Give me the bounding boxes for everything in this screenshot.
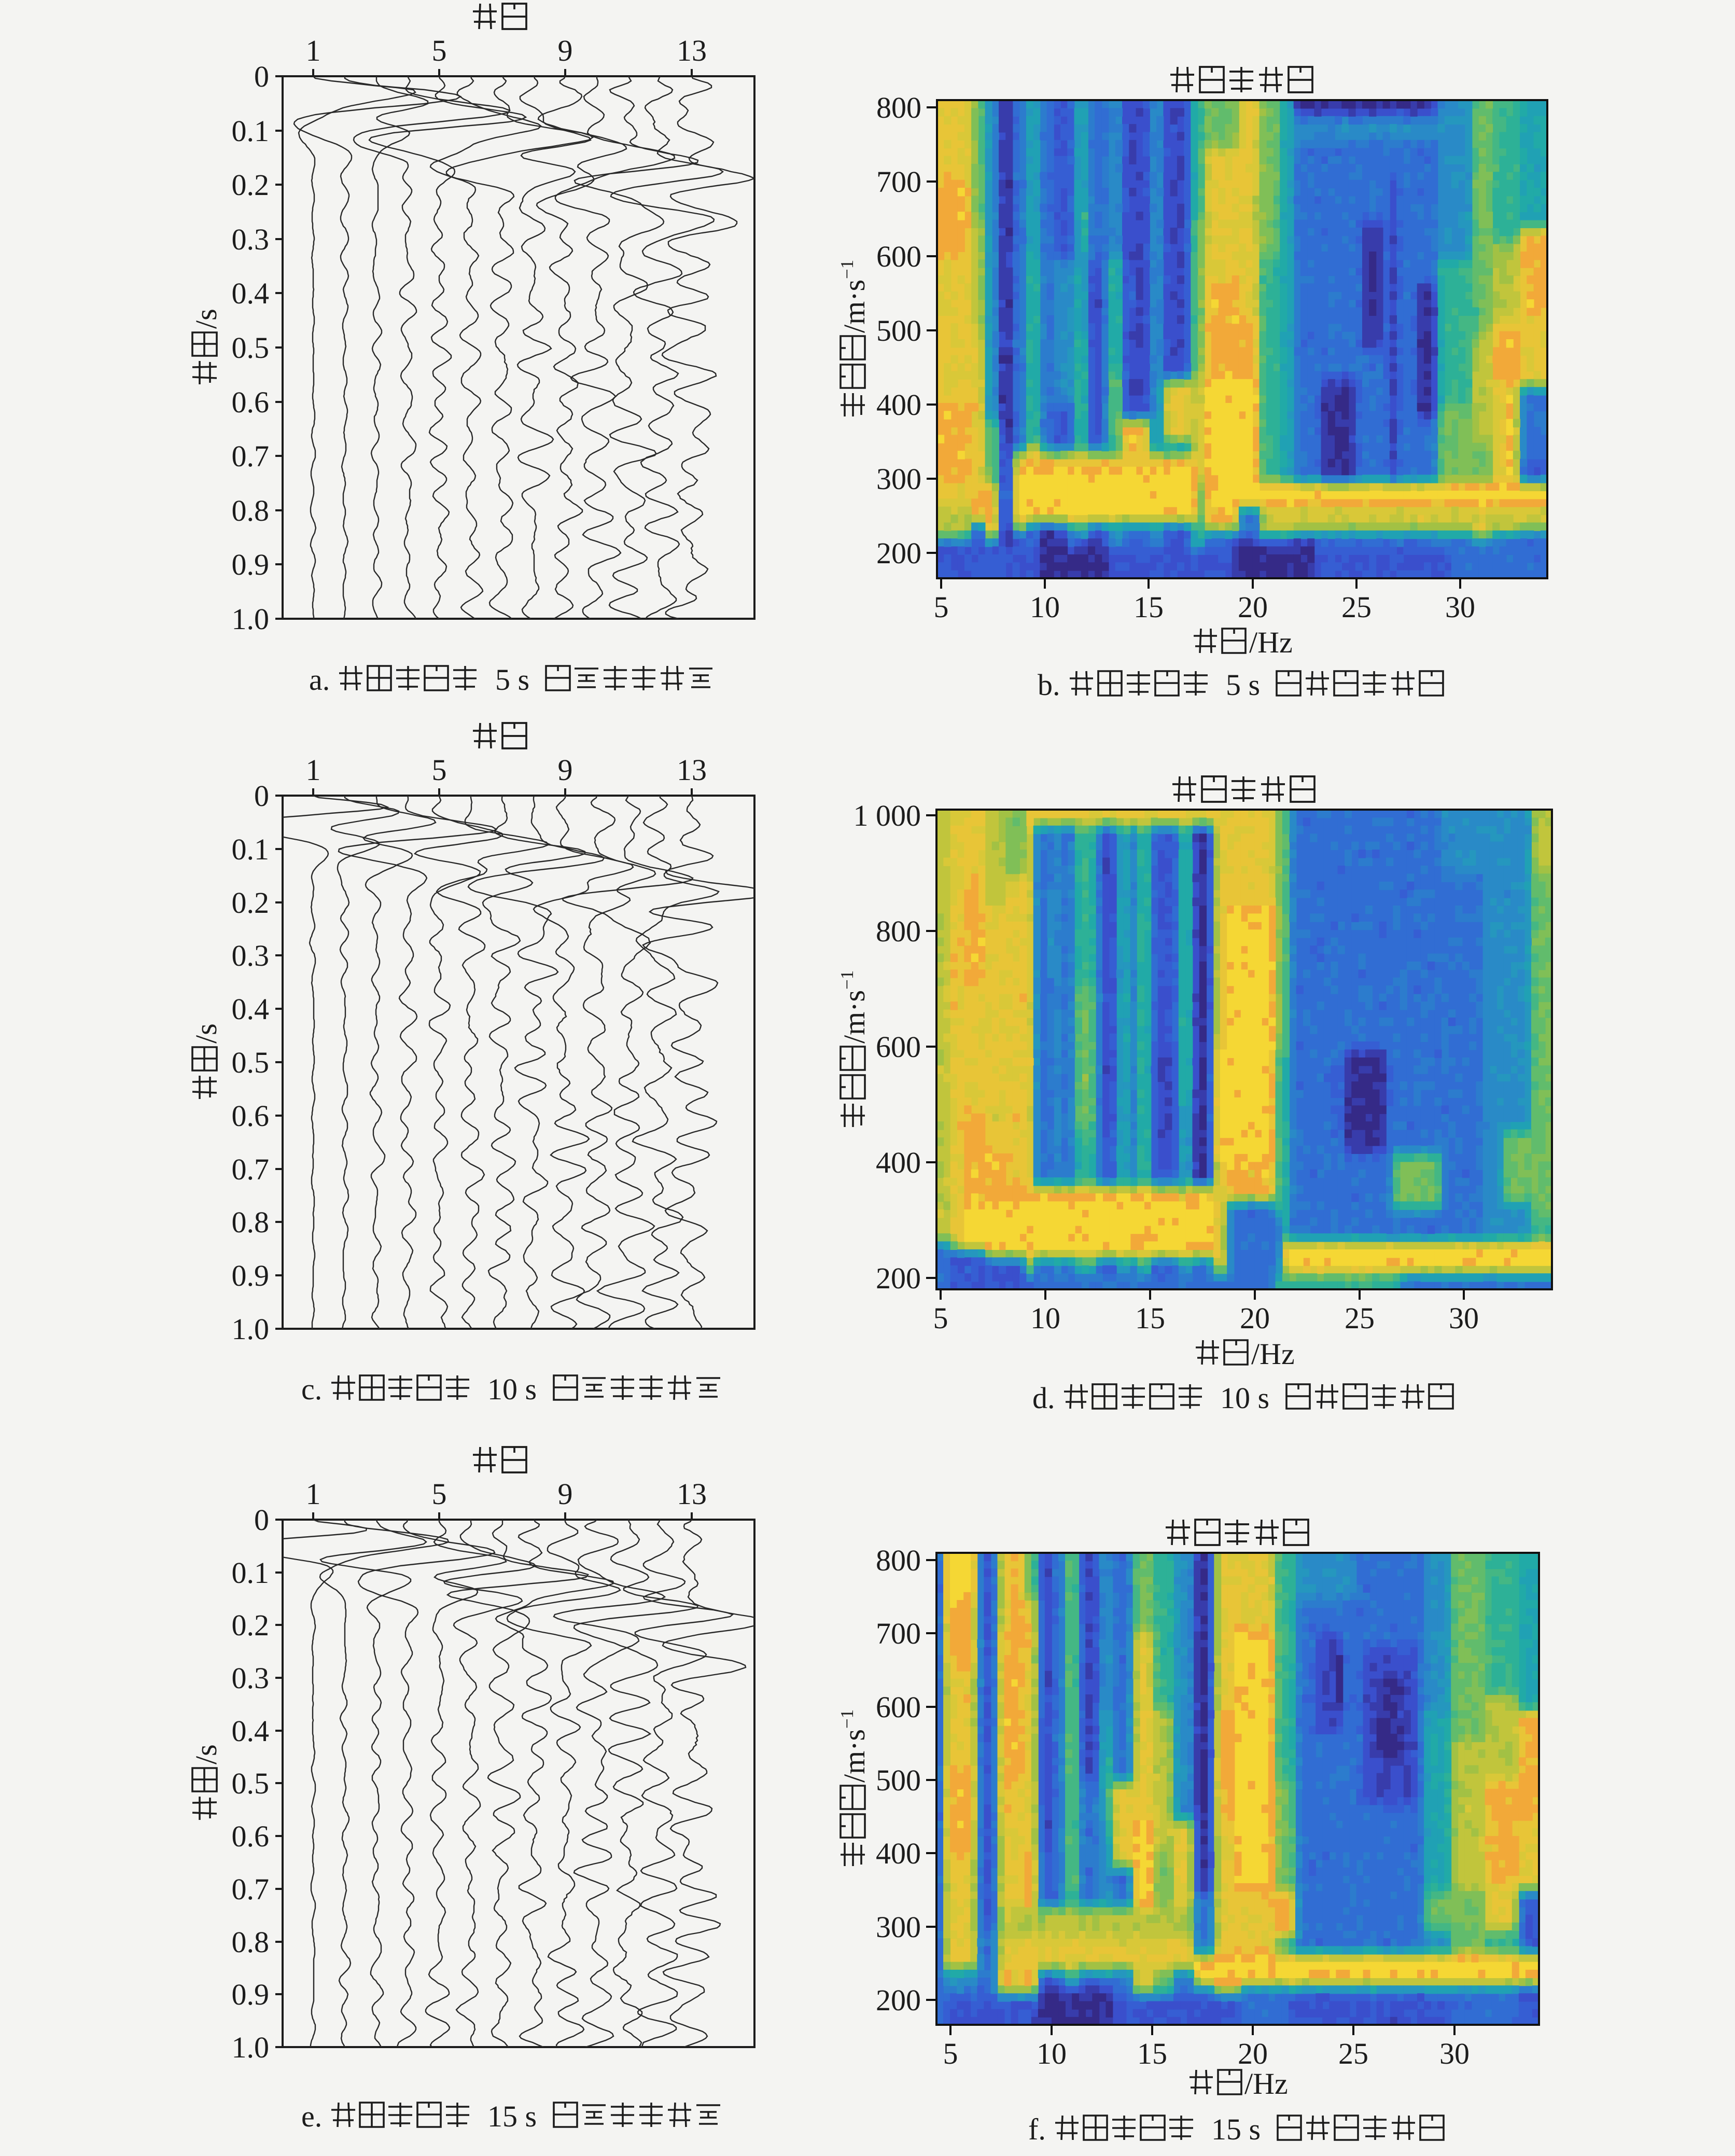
svg-text:1: 1 xyxy=(306,1477,321,1511)
svg-text:200: 200 xyxy=(876,536,921,570)
svg-text:b.: b. xyxy=(1038,668,1060,702)
svg-text:/s: /s xyxy=(189,1744,223,1764)
svg-text:10 s: 10 s xyxy=(487,1372,537,1406)
svg-text:300: 300 xyxy=(876,462,921,496)
svg-text:5: 5 xyxy=(432,1477,447,1511)
svg-text:0.5: 0.5 xyxy=(232,1046,270,1079)
svg-text:15: 15 xyxy=(1134,590,1164,624)
svg-text:0.9: 0.9 xyxy=(232,1259,270,1292)
svg-text:0.2: 0.2 xyxy=(232,1608,270,1642)
svg-text:15 s: 15 s xyxy=(487,2099,537,2133)
svg-text:0.6: 0.6 xyxy=(232,1099,270,1133)
svg-text:0.5: 0.5 xyxy=(232,331,270,365)
svg-text:1.0: 1.0 xyxy=(232,2030,270,2064)
svg-text:0.8: 0.8 xyxy=(232,1205,270,1239)
svg-text:30: 30 xyxy=(1445,590,1475,624)
svg-text:13: 13 xyxy=(677,1477,707,1511)
svg-text:/s: /s xyxy=(189,1023,223,1044)
svg-text:0.7: 0.7 xyxy=(232,1152,270,1186)
svg-text:e.: e. xyxy=(301,2099,322,2133)
svg-text:0.4: 0.4 xyxy=(232,992,270,1026)
svg-text:0.1: 0.1 xyxy=(232,1556,270,1590)
svg-text:c.: c. xyxy=(301,1372,322,1406)
svg-text:0.7: 0.7 xyxy=(232,1872,270,1906)
svg-text:−1: −1 xyxy=(837,260,857,279)
svg-text:9: 9 xyxy=(558,34,573,67)
svg-text:5 s: 5 s xyxy=(495,663,529,697)
svg-text:0.5: 0.5 xyxy=(232,1766,270,1800)
svg-text:0.2: 0.2 xyxy=(232,886,270,920)
svg-text:0.4: 0.4 xyxy=(232,1714,270,1748)
svg-text:13: 13 xyxy=(677,34,707,67)
svg-text:0.8: 0.8 xyxy=(232,1925,270,1959)
svg-text:13: 13 xyxy=(677,753,707,787)
svg-text:0.6: 0.6 xyxy=(232,385,270,419)
svg-text:0.7: 0.7 xyxy=(232,439,270,473)
svg-text:0.9: 0.9 xyxy=(232,1978,270,2011)
svg-text:400: 400 xyxy=(876,388,921,422)
svg-text:/s: /s xyxy=(189,309,223,329)
svg-text:700: 700 xyxy=(876,165,921,199)
svg-text:0.1: 0.1 xyxy=(232,114,270,148)
svg-text:5: 5 xyxy=(934,590,949,624)
svg-text:25: 25 xyxy=(1341,590,1372,624)
svg-text:600: 600 xyxy=(876,240,921,273)
svg-text:0.3: 0.3 xyxy=(232,222,270,256)
svg-text:/Hz: /Hz xyxy=(1249,625,1293,659)
svg-text:1.0: 1.0 xyxy=(232,1312,270,1346)
svg-text:0.1: 0.1 xyxy=(232,832,270,866)
svg-text:0.9: 0.9 xyxy=(232,548,270,581)
svg-text:5: 5 xyxy=(432,34,447,67)
svg-text:0.8: 0.8 xyxy=(232,494,270,527)
svg-text:5 s: 5 s xyxy=(1226,668,1260,702)
svg-text:800: 800 xyxy=(876,91,921,124)
svg-text:10: 10 xyxy=(1030,590,1060,624)
svg-text:1: 1 xyxy=(306,34,321,67)
svg-text:0.6: 0.6 xyxy=(232,1819,270,1853)
svg-text:500: 500 xyxy=(876,314,921,347)
svg-text:/m·s: /m·s xyxy=(837,280,871,333)
svg-text:1.0: 1.0 xyxy=(232,602,270,636)
svg-text:0.3: 0.3 xyxy=(232,1661,270,1695)
svg-text:9: 9 xyxy=(558,753,573,787)
svg-text:1: 1 xyxy=(306,753,321,787)
svg-text:0: 0 xyxy=(254,60,269,93)
svg-text:20: 20 xyxy=(1238,590,1268,624)
svg-text:9: 9 xyxy=(558,1477,573,1511)
svg-text:0: 0 xyxy=(254,1503,269,1537)
svg-text:0.2: 0.2 xyxy=(232,168,270,202)
svg-text:0: 0 xyxy=(254,779,269,813)
svg-text:0.3: 0.3 xyxy=(232,939,270,972)
svg-text:5: 5 xyxy=(432,753,447,787)
svg-text:0.4: 0.4 xyxy=(232,276,270,310)
svg-text:a.: a. xyxy=(309,663,330,697)
